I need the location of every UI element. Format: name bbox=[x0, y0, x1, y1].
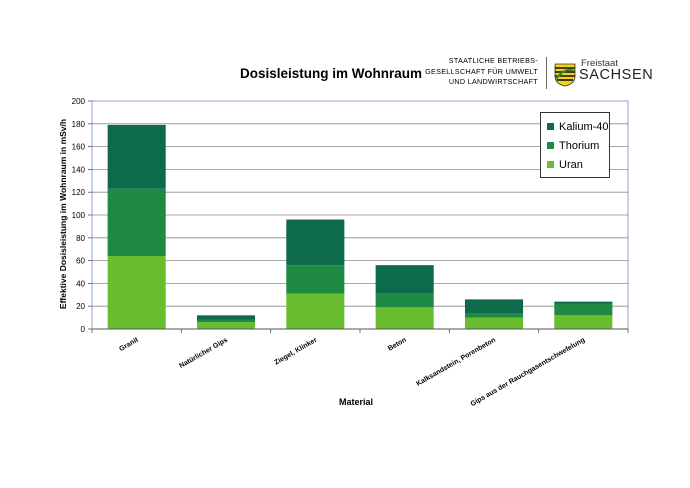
org-name: STAATLICHE BETRIEBS- GESELLSCHAFT FÜR UM… bbox=[425, 56, 538, 88]
legend-swatch-thorium bbox=[547, 142, 554, 149]
legend-item-uran: Uran bbox=[547, 155, 609, 174]
x-tick-label: Beton bbox=[387, 337, 408, 353]
bar-segment-kalium-40 bbox=[464, 299, 524, 314]
y-tick-label: 160 bbox=[72, 143, 86, 152]
y-tick-label: 40 bbox=[76, 279, 85, 288]
x-axis-label: Material bbox=[339, 397, 373, 407]
bar-segment-thorium bbox=[554, 303, 613, 316]
x-tick-label: Natürlicher Gips bbox=[178, 337, 229, 370]
chart-title: Dosisleistung im Wohnraum bbox=[240, 66, 423, 81]
org-line-1: STAATLICHE BETRIEBS- bbox=[448, 56, 538, 65]
legend: Kalium-40 Thorium Uran bbox=[540, 112, 610, 178]
logo-sachsen: SACHSEN bbox=[579, 67, 654, 83]
y-tick-label: 120 bbox=[72, 188, 86, 197]
x-tick-label: Ziegel, Klinker bbox=[273, 337, 318, 367]
bar-segment-uran bbox=[554, 315, 613, 329]
y-axis-label: Effektive Dosisleistung im Wohnraum in m… bbox=[58, 119, 68, 309]
legend-swatch-kalium-40 bbox=[547, 123, 554, 130]
org-line-2: GESELLSCHAFT FÜR UMWELT bbox=[425, 66, 538, 76]
legend-label-uran: Uran bbox=[559, 158, 583, 171]
bar-segment-kalium-40 bbox=[196, 315, 256, 320]
logo-divider bbox=[546, 57, 547, 89]
bar-segment-uran bbox=[464, 317, 524, 329]
y-tick-label: 80 bbox=[76, 234, 85, 243]
legend-label-thorium: Thorium bbox=[559, 139, 600, 152]
y-tick-label: 200 bbox=[72, 97, 86, 106]
y-tick-label: 60 bbox=[76, 257, 85, 266]
bar-segment-kalium-40 bbox=[286, 219, 345, 266]
org-line-3: UND LANDWIRTSCHAFT bbox=[448, 77, 538, 86]
y-tick-label: 0 bbox=[81, 325, 86, 334]
y-tick-label: 180 bbox=[72, 120, 86, 129]
legend-swatch-uran bbox=[547, 161, 554, 168]
bar-segment-kalium-40 bbox=[107, 124, 166, 189]
x-tick-label: Kalksandstein, Porenbeton bbox=[415, 337, 497, 388]
bar-segment-thorium bbox=[196, 319, 256, 323]
legend-item-thorium: Thorium bbox=[547, 136, 609, 155]
bar-segment-uran bbox=[196, 322, 256, 329]
bar-segment-uran bbox=[286, 293, 345, 329]
bar-segment-thorium bbox=[107, 188, 166, 257]
bar-segment-thorium bbox=[286, 265, 345, 294]
bar-segment-thorium bbox=[464, 313, 524, 318]
bar-segment-uran bbox=[107, 256, 166, 329]
bar-segment-uran bbox=[375, 307, 434, 329]
y-tick-label: 100 bbox=[72, 211, 86, 220]
bar-segment-thorium bbox=[375, 293, 434, 308]
legend-item-kalium-40: Kalium-40 bbox=[547, 117, 609, 136]
logo-freistaat: Freistaat bbox=[581, 58, 618, 69]
y-tick-label: 140 bbox=[72, 165, 86, 174]
y-tick-label: 20 bbox=[76, 302, 85, 311]
bar-segment-kalium-40 bbox=[554, 301, 613, 304]
legend-label-kalium-40: Kalium-40 bbox=[559, 120, 609, 133]
x-tick-label: Granit bbox=[118, 336, 140, 353]
saxony-crest-icon bbox=[554, 63, 576, 87]
bar-segment-kalium-40 bbox=[375, 265, 434, 294]
